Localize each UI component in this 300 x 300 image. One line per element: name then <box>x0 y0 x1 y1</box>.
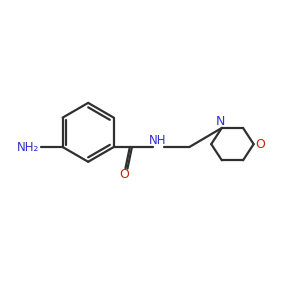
Text: NH₂: NH₂ <box>17 141 39 154</box>
Text: NH: NH <box>149 134 166 147</box>
Text: N: N <box>216 115 225 128</box>
Text: O: O <box>119 168 129 181</box>
Text: O: O <box>255 138 265 151</box>
